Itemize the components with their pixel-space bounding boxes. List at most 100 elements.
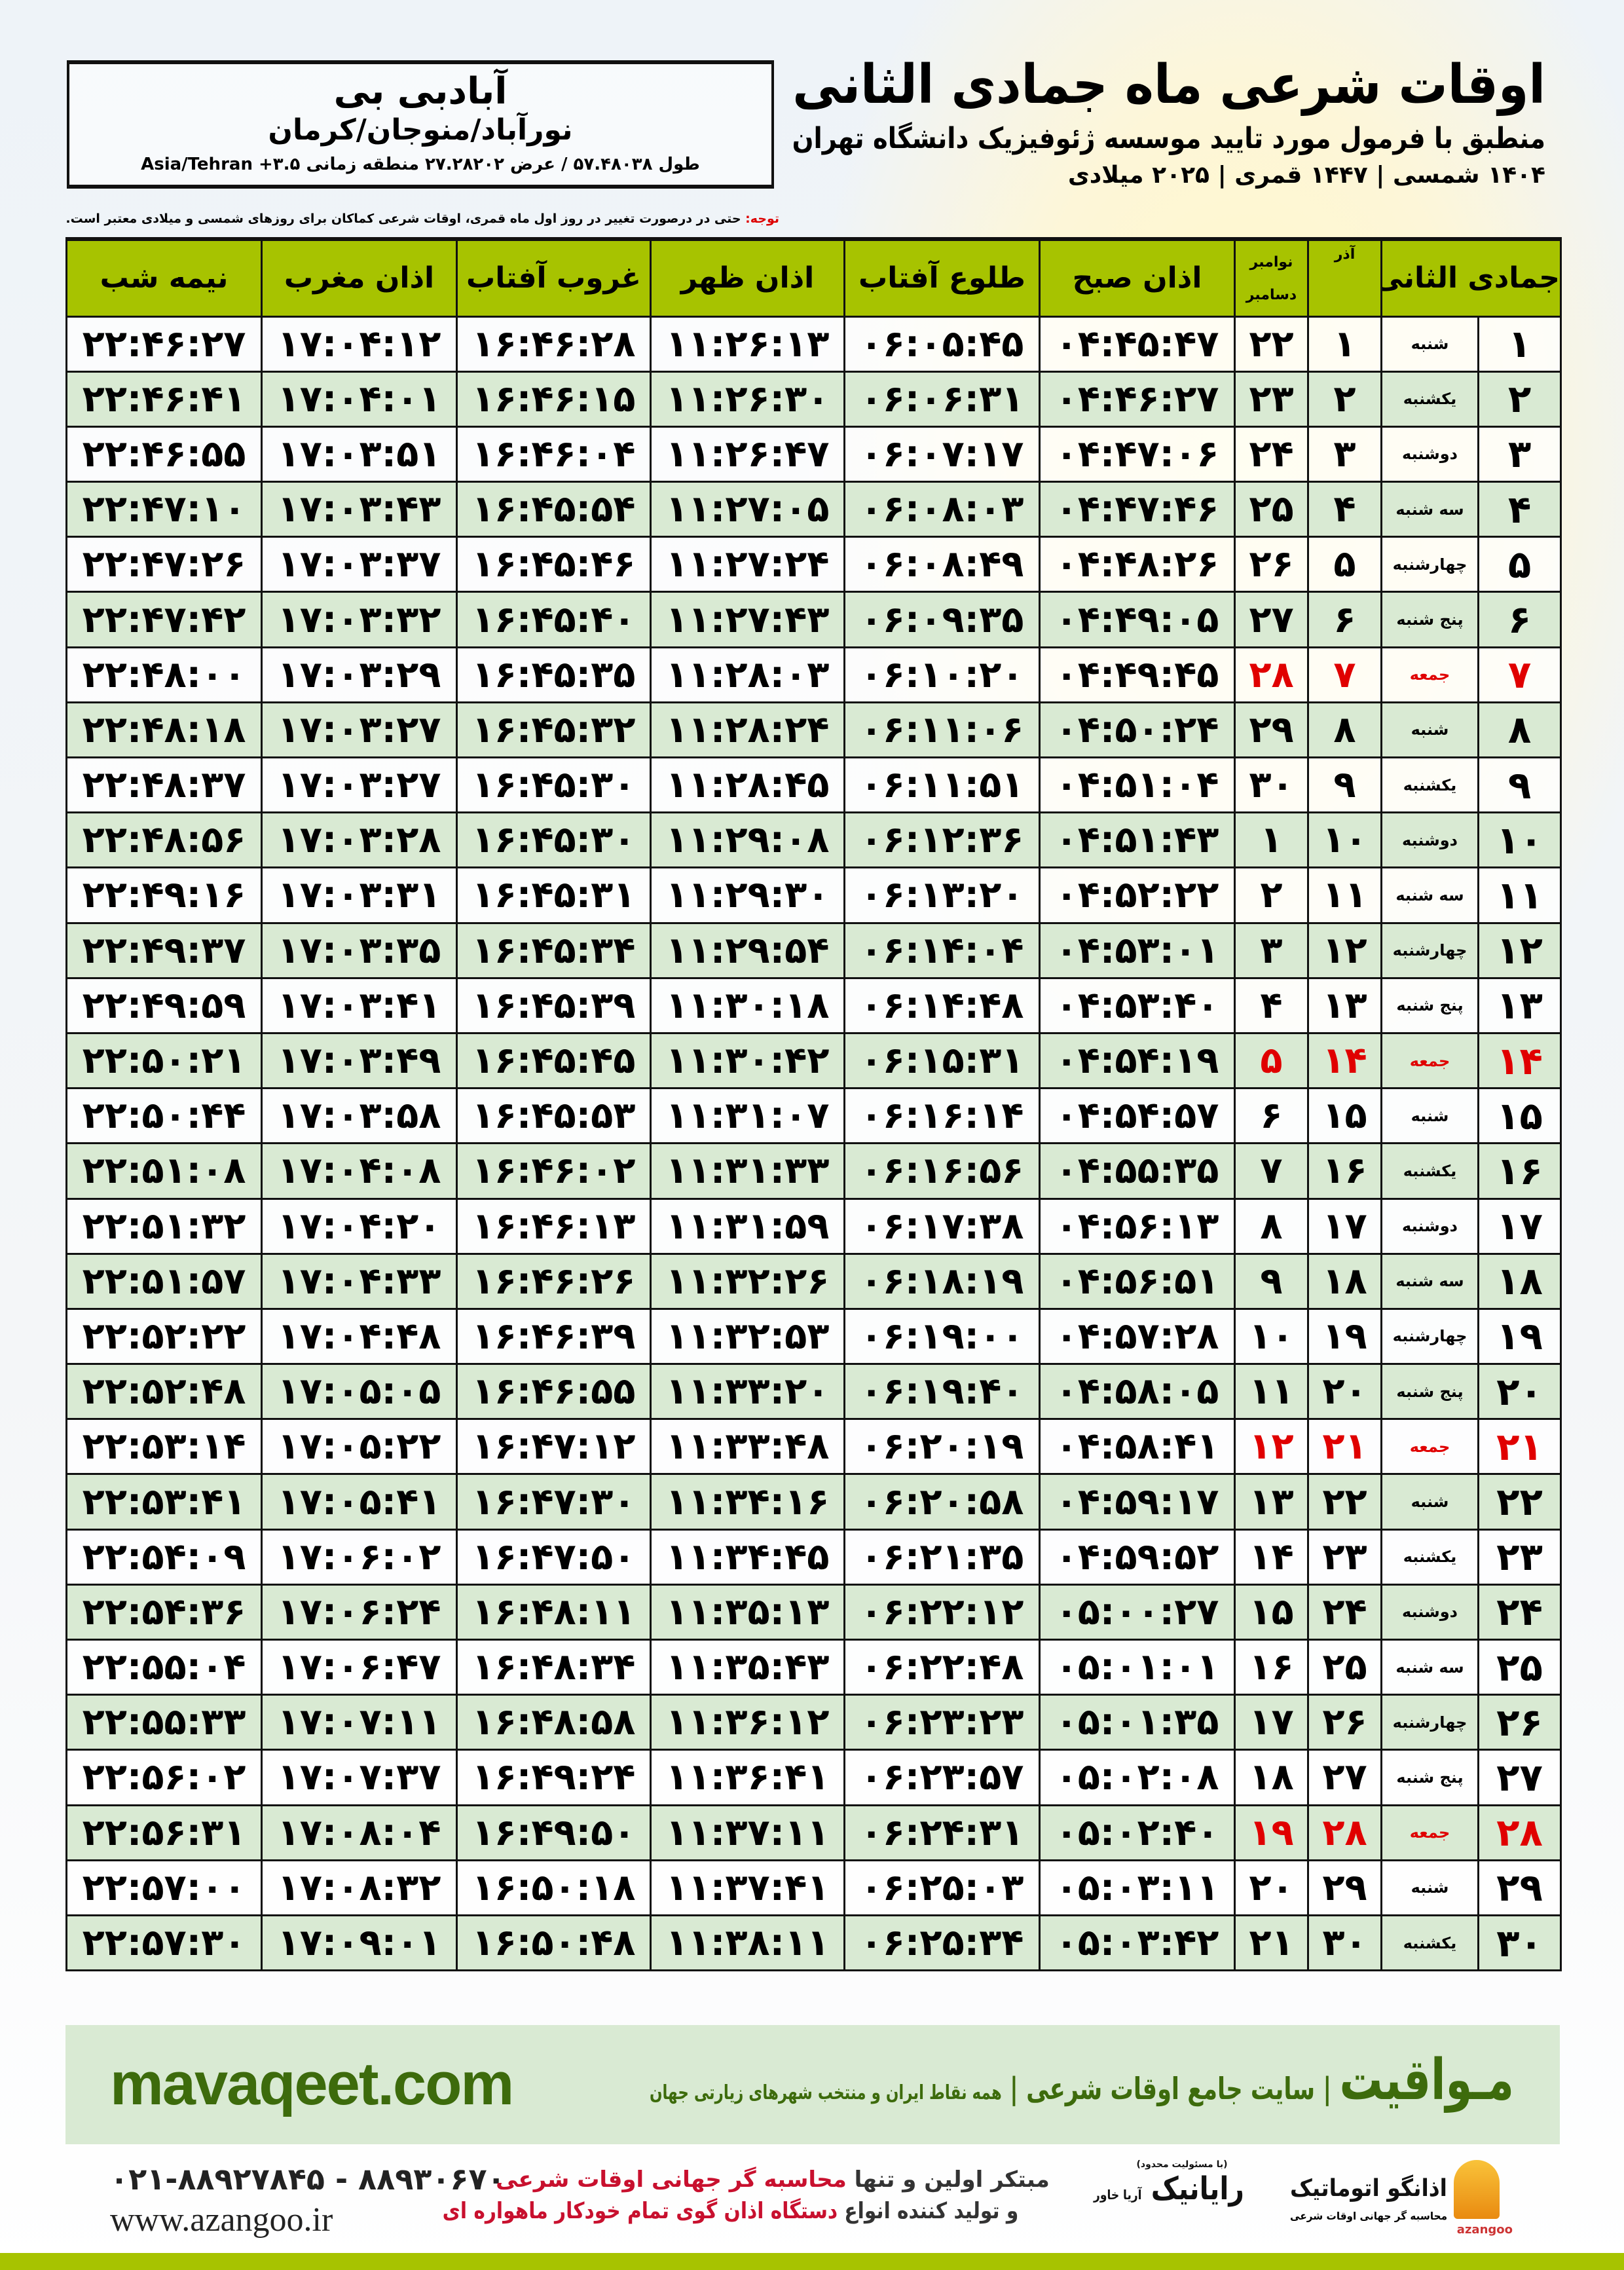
table-row: ۲۴ دوشنبه ۲۴ ۱۵ ۰۵:۰۰:۲۷ ۰۶:۲۲:۱۲ ۱۱:۳۵:۱۳ ۱۶:۴… [65,1583,1562,1641]
site-link[interactable]: mavaqeet.com [110,2051,514,2117]
cell-maghrib: ۱۷:۰۳:۲۷ [261,756,458,814]
table-row: ۷ جمعه ۷ ۲۸ ۰۴:۴۹:۴۵ ۰۶:۱۰:۲۰ ۱۱:۲۸:۰۳ ۱۶:۴۵:۳۵… [65,646,1562,703]
cell-gregorian-day: ۱۱ [1234,1363,1309,1421]
cell-sunset: ۱۶:۴۵:۵۴ [456,481,652,538]
cell-fajr: ۰۴:۴۹:۴۵ [1039,646,1236,703]
table-row: ۱۷ دوشنبه ۱۷ ۸ ۰۴:۵۶:۱۳ ۰۶:۱۷:۳۸ ۱۱:۳۱:۵۹ ۱۶:۴۶… [65,1197,1562,1255]
header-gregorian: نوامبر دسامبر [1234,237,1309,318]
cell-sunrise: ۰۶:۱۴:۰۴ [843,921,1041,979]
cell-sunset: ۱۶:۴۵:۳۹ [456,977,652,1034]
table-row: ۱۸ سه شنبه ۱۸ ۹ ۰۴:۵۶:۵۱ ۰۶:۱۸:۱۹ ۱۱:۳۲:۲۶ ۱۶:۴… [65,1252,1562,1310]
subtitle: منطبق با فرمول مورد تایید موسسه ژئوفیزیک… [792,122,1545,155]
cell-midnight: ۲۲:۵۳:۱۴ [65,1418,263,1476]
cell-sunset: ۱۶:۴۵:۳۵ [456,646,652,703]
cell-azar-day: ۱۴ [1307,1032,1382,1090]
logo-note: (با مسئولیت محدود) [1136,2159,1228,2170]
city-name: آبادبی بی [333,70,507,113]
table-row: ۲۵ سه شنبه ۲۵ ۱۶ ۰۵:۰۱:۰۱ ۰۶:۲۲:۴۸ ۱۱:۳۵:۴۳ ۱۶:… [65,1638,1562,1696]
cell-weekday: یکشنبه [1380,1914,1480,1972]
cell-day: ۴ [1477,481,1562,538]
cell-day: ۲۱ [1477,1418,1562,1476]
cell-maghrib: ۱۷:۰۳:۲۹ [261,646,458,703]
cell-gregorian-day: ۲۵ [1234,481,1309,538]
cell-sunset: ۱۶:۴۶:۰۴ [456,425,652,483]
cell-midnight: ۲۲:۵۷:۰۰ [65,1859,263,1916]
cell-sunrise: ۰۶:۰۸:۴۹ [843,536,1041,593]
cell-sunset: ۱۶:۴۵:۳۰ [456,811,652,869]
cell-gregorian-day: ۱۷ [1234,1694,1309,1751]
cell-maghrib: ۱۷:۰۵:۲۲ [261,1418,458,1476]
cell-maghrib: ۱۷:۰۶:۲۴ [261,1583,458,1641]
website[interactable]: www.azangoo.ir [110,2201,333,2239]
cell-midnight: ۲۲:۵۱:۰۸ [65,1142,263,1200]
cell-maghrib: ۱۷:۰۳:۵۸ [261,1087,458,1145]
cell-fajr: ۰۵:۰۲:۰۸ [1039,1749,1236,1806]
logo-sub: محاسبه گر جهانی اوقات شرعی [1289,2210,1447,2222]
logo-side: آریا خاور [1094,2187,1142,2203]
table-row: ۲۷ پنج شنبه ۲۷ ۱۸ ۰۵:۰۲:۰۸ ۰۶:۲۳:۵۷ ۱۱:۳۶:۴۱ ۱۶… [65,1749,1562,1806]
cell-day: ۹ [1477,756,1562,814]
cell-azar-day: ۲۵ [1307,1638,1382,1696]
tagline-sub: همه نقاط ایران و منتخب شهرهای زیارتی جها… [649,2081,1002,2104]
cell-sunrise: ۰۶:۲۵:۳۴ [843,1914,1041,1972]
cell-fajr: ۰۴:۴۷:۰۶ [1039,425,1236,483]
cell-sunrise: ۰۶:۲۵:۰۳ [843,1859,1041,1916]
cell-dhuhr: ۱۱:۲۷:۲۴ [650,536,845,593]
cell-midnight: ۲۲:۴۷:۱۰ [65,481,263,538]
cell-midnight: ۲۲:۴۶:۴۱ [65,370,263,428]
cell-day: ۲۰ [1477,1363,1562,1421]
cell-maghrib: ۱۷:۰۷:۱۱ [261,1694,458,1751]
note: توجه: حتی در درصورت تغییر در روز اول ماه… [65,211,779,227]
cell-azar-day: ۲۴ [1307,1583,1382,1641]
cell-gregorian-day: ۲۴ [1234,425,1309,483]
azangoo-logo: اذانگو اتوماتیک محاسبه گر جهانی اوقات شر… [1283,2155,1519,2246]
cell-azar-day: ۱۰ [1307,811,1382,869]
cell-fajr: ۰۴:۵۲:۲۲ [1039,866,1236,924]
cell-day: ۲۴ [1477,1583,1562,1641]
cell-weekday: پنج شنبه [1380,977,1480,1034]
cell-azar-day: ۲۶ [1307,1694,1382,1751]
cell-weekday: شنبه [1380,701,1480,759]
cell-day: ۲۶ [1477,1694,1562,1751]
cell-weekday: یکشنبه [1380,370,1480,428]
cell-midnight: ۲۲:۵۵:۳۳ [65,1694,263,1751]
cell-fajr: ۰۴:۵۴:۱۹ [1039,1032,1236,1090]
cell-azar-day: ۱۲ [1307,921,1382,979]
cell-fajr: ۰۴:۴۵:۴۷ [1039,315,1236,373]
cell-fajr: ۰۴:۵۸:۴۱ [1039,1418,1236,1476]
table-row: ۱ شنبه ۱ ۲۲ ۰۴:۴۵:۴۷ ۰۶:۰۵:۴۵ ۱۱:۲۶:۱۳ ۱۶:۴۶:۲۸… [65,315,1562,373]
cell-azar-day: ۲ [1307,370,1382,428]
cell-midnight: ۲۲:۵۷:۳۰ [65,1914,263,1972]
cell-sunset: ۱۶:۵۰:۱۸ [456,1859,652,1916]
cell-azar-day: ۵ [1307,536,1382,593]
cell-azar-day: ۲۹ [1307,1859,1382,1916]
cell-azar-day: ۷ [1307,646,1382,703]
cell-azar-day: ۶ [1307,591,1382,648]
cell-day: ۱۴ [1477,1032,1562,1090]
cell-sunset: ۱۶:۴۶:۲۶ [456,1252,652,1310]
cell-sunset: ۱۶:۴۶:۲۸ [456,315,652,373]
cell-maghrib: ۱۷:۰۴:۴۸ [261,1307,458,1366]
table-row: ۲۶ چهارشنبه ۲۶ ۱۷ ۰۵:۰۱:۳۵ ۰۶:۲۳:۲۳ ۱۱:۳۶:۱۲ ۱۶… [65,1694,1562,1751]
cell-midnight: ۲۲:۵۶:۰۲ [65,1749,263,1806]
note-text: حتی در درصورت تغییر در روز اول ماه قمری،… [65,212,746,226]
cell-weekday: دوشنبه [1380,811,1480,869]
table-row: ۲۰ پنج شنبه ۲۰ ۱۱ ۰۴:۵۸:۰۵ ۰۶:۱۹:۴۰ ۱۱:۳۳:۲۰ ۱۶… [65,1363,1562,1421]
cell-fajr: ۰۴:۵۳:۰۱ [1039,921,1236,979]
brand: مـواقیت | سایت جامع اوقات شرعی | همه نقا… [650,2047,1514,2113]
cell-fajr: ۰۴:۵۳:۴۰ [1039,977,1236,1034]
cell-dhuhr: ۱۱:۲۷:۴۳ [650,591,845,648]
cell-sunset: ۱۶:۴۶:۵۵ [456,1363,652,1421]
table-row: ۲۹ شنبه ۲۹ ۲۰ ۰۵:۰۳:۱۱ ۰۶:۲۵:۰۳ ۱۱:۳۷:۴۱ ۱۶:۵۰:… [65,1859,1562,1916]
cell-weekday: چهارشنبه [1380,921,1480,979]
cell-gregorian-day: ۵ [1234,1032,1309,1090]
cell-fajr: ۰۴:۵۵:۳۵ [1039,1142,1236,1200]
cell-azar-day: ۱۶ [1307,1142,1382,1200]
header-row: جمادی الثانی آذر نوامبر دسامبر اذان صبح … [65,237,1562,318]
cell-gregorian-day: ۹ [1234,1252,1309,1310]
cell-day: ۲۷ [1477,1749,1562,1806]
cell-sunrise: ۰۶:۲۱:۳۵ [843,1528,1041,1586]
cell-day: ۲۲ [1477,1473,1562,1531]
cell-gregorian-day: ۷ [1234,1142,1309,1200]
logo-en: azangoo [1456,2223,1513,2237]
